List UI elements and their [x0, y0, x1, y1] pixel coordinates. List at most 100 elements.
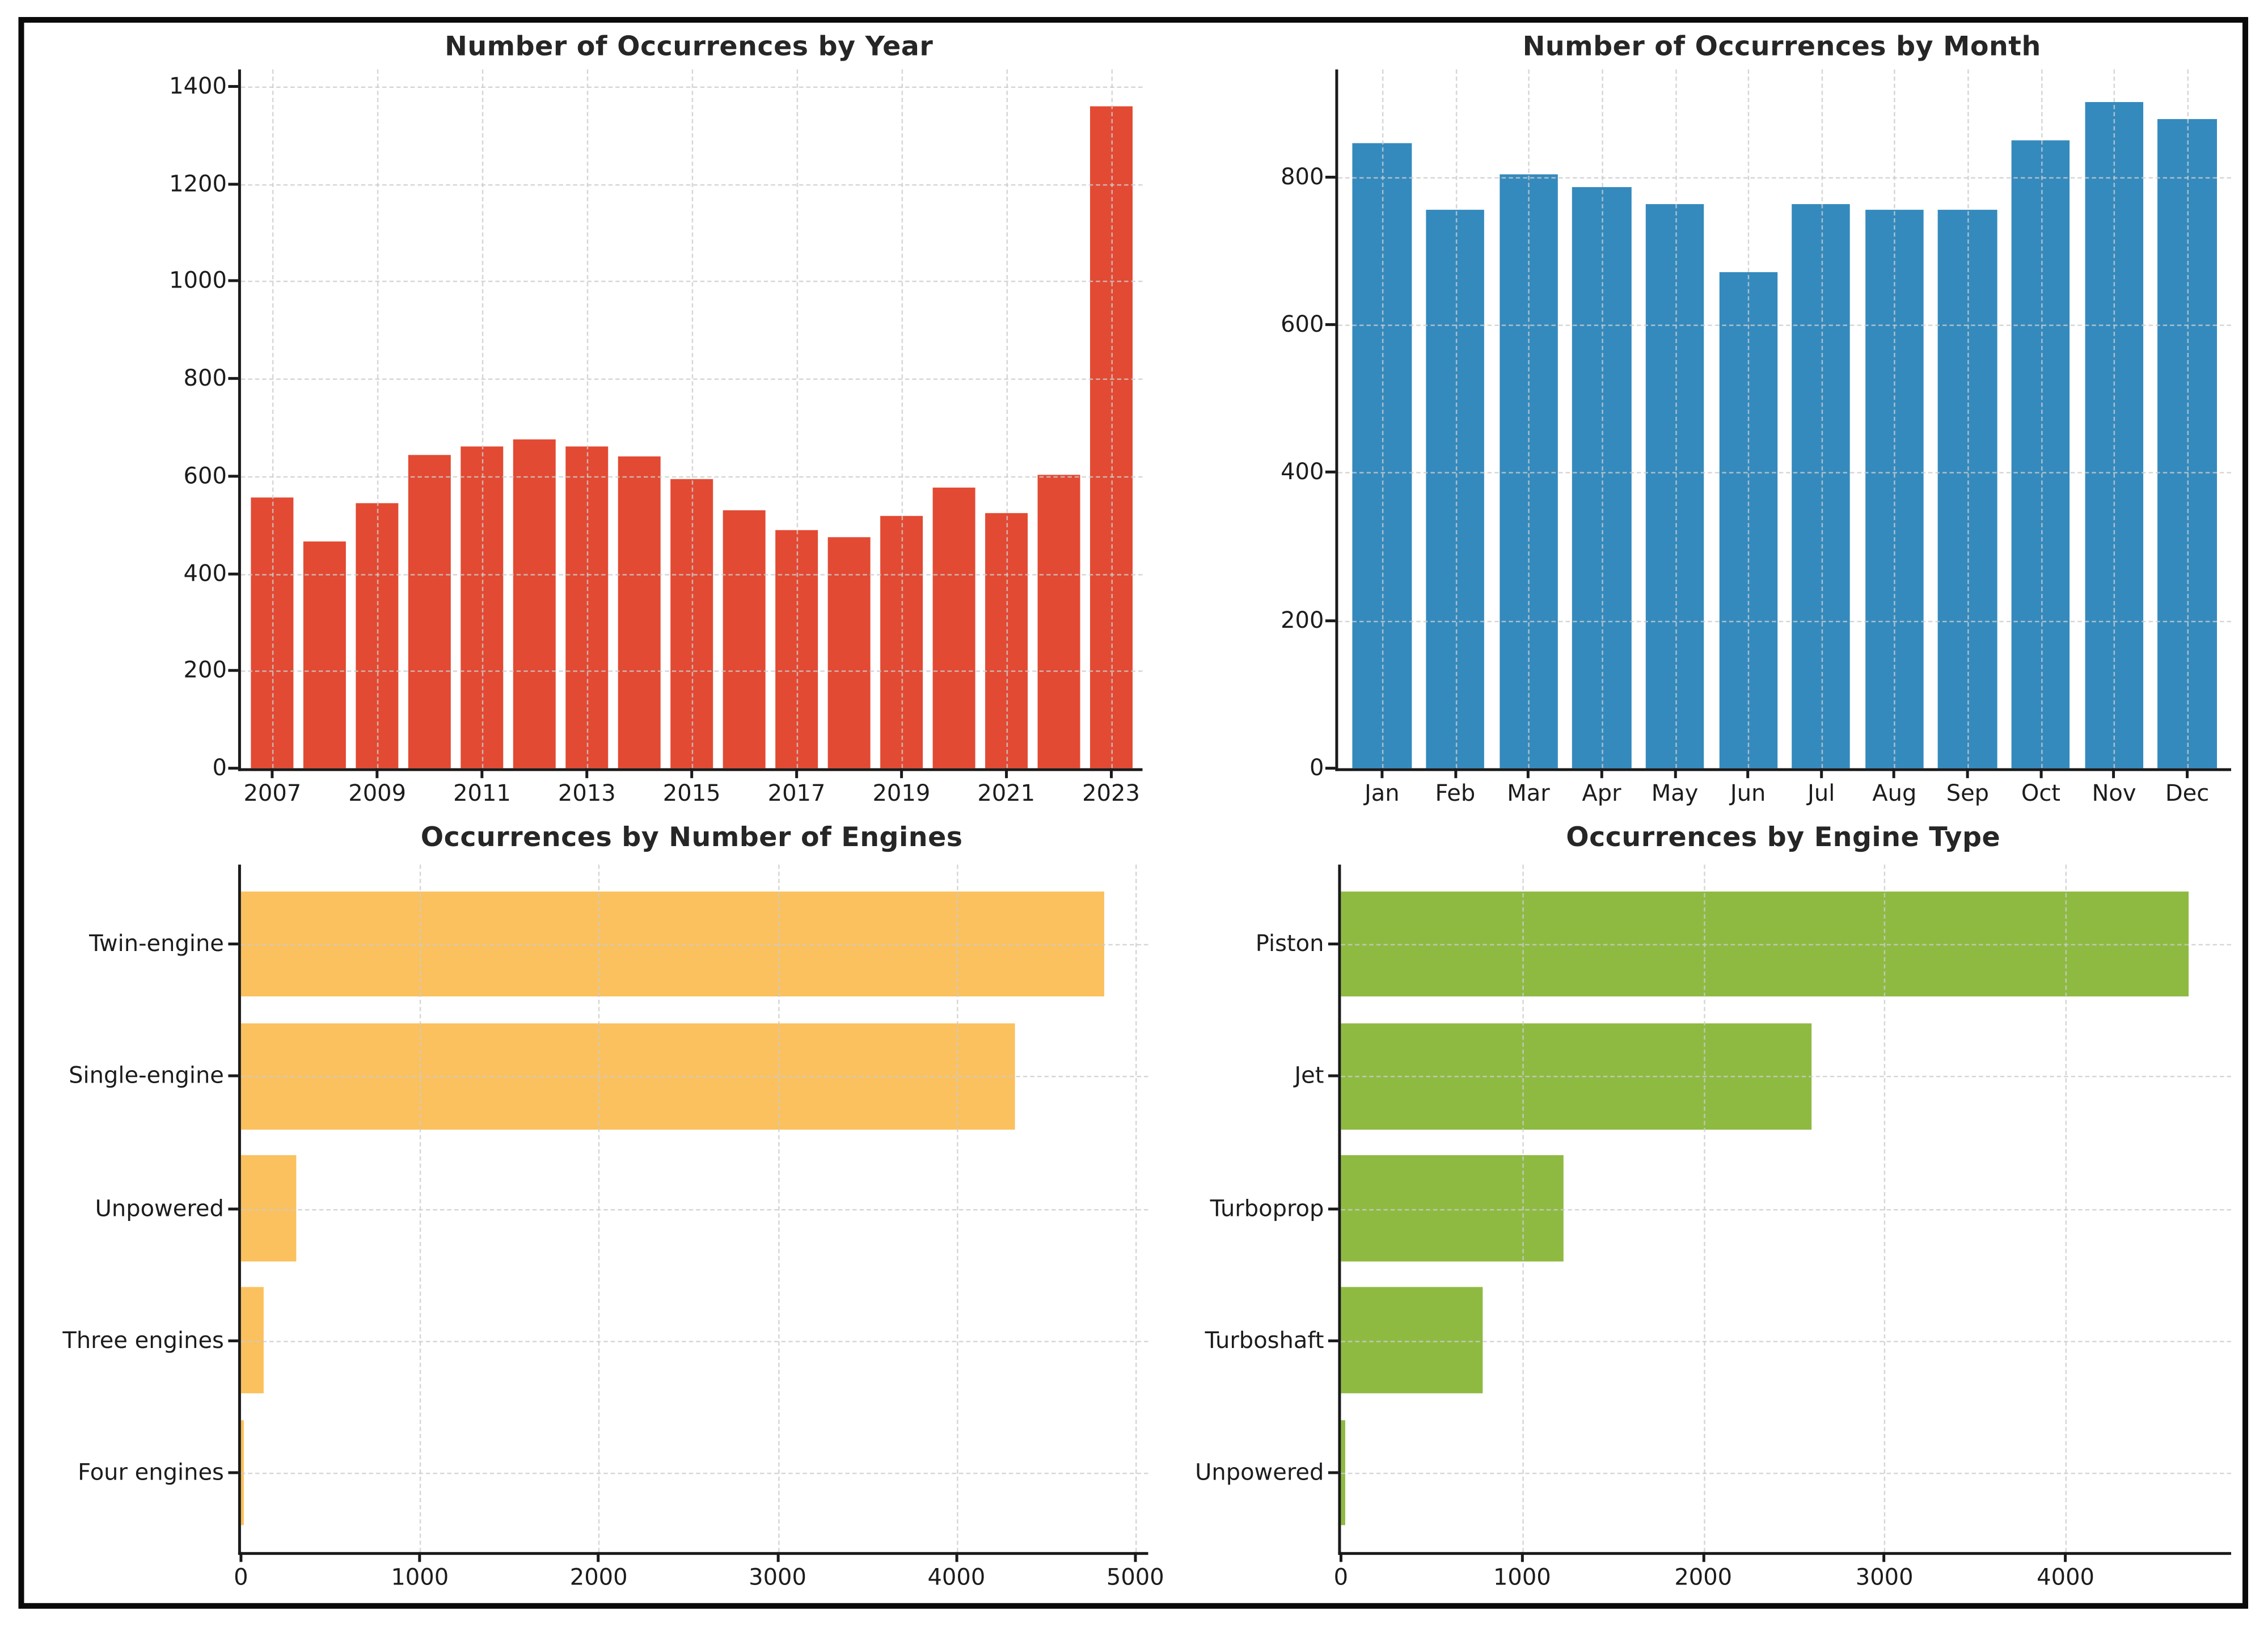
x-tick-mark: [2064, 1552, 2067, 1562]
gridline-y-Twin-engine: [240, 944, 1148, 945]
y-tick-mark: [228, 669, 238, 673]
x-tick-mark: [1527, 768, 1530, 779]
category-label-Single-engine: Single-engine: [69, 1062, 224, 1089]
x-tick-mark: [690, 768, 694, 779]
x-tick-mark: [1109, 768, 1113, 779]
gridline-y-1000: [240, 281, 1143, 283]
gridline-y-Single-engine: [240, 1076, 1148, 1078]
x-tick-mark: [1454, 768, 1457, 779]
y-tick-mark: [1325, 619, 1336, 622]
x-tick-label-2019: 2019: [872, 779, 931, 807]
x-tick-mark: [1701, 1552, 1705, 1562]
y-tick-label-1200: 1200: [169, 170, 227, 197]
x-tick-mark: [795, 768, 799, 779]
y-tick-mark: [228, 280, 238, 283]
y-tick-label-200: 200: [183, 656, 227, 684]
gridline-x-Oct: [2041, 69, 2042, 768]
x-tick-label-2021: 2021: [977, 779, 1036, 807]
category-label-Four engines: Four engines: [78, 1458, 224, 1486]
y-tick-mark: [1328, 1471, 1338, 1474]
bar-Jan: [1353, 142, 1412, 768]
x-tick-label-Dec: Dec: [2165, 779, 2210, 807]
y-tick-label-400: 400: [183, 559, 227, 586]
y-tick-mark: [228, 942, 238, 945]
y-tick-mark: [228, 182, 238, 185]
gridline-y-600: [1338, 324, 2232, 326]
x-tick-mark: [1746, 768, 1750, 779]
y-tick-label-800: 800: [1281, 162, 1324, 190]
x-tick-mark: [776, 1552, 779, 1562]
gridline-x-2023: [1111, 69, 1113, 768]
bar-2023: [1090, 105, 1132, 768]
bar-Twin-engine: [240, 891, 1105, 997]
category-label-Turboshaft: Turboshaft: [1205, 1326, 1324, 1354]
bar-May: [1645, 205, 1704, 768]
x-tick-mark: [239, 1552, 243, 1562]
chart-title-occurrences-by-engine-type: Occurrences by Engine Type: [1566, 822, 2001, 853]
category-label-Turboprop: Turboprop: [1210, 1194, 1324, 1222]
gridline-y-1200: [240, 184, 1143, 185]
x-tick-label-Oct: Oct: [2021, 779, 2061, 807]
x-tick-label-2009: 2009: [348, 779, 407, 807]
bar-2021: [985, 513, 1028, 768]
bar-2008: [303, 542, 346, 768]
x-tick-label-2017: 2017: [767, 779, 826, 807]
x-tick-mark: [1966, 768, 1969, 779]
bar-Three engines: [240, 1287, 264, 1394]
x-tick-label-2011: 2011: [453, 779, 511, 807]
y-tick-mark: [228, 474, 238, 477]
gridline-x-2015: [691, 69, 694, 768]
x-tick-mark: [1819, 768, 1823, 779]
x-tick-label-3000: 3000: [1855, 1563, 1914, 1591]
bar-2022: [1037, 474, 1080, 768]
gridline-x-Mar: [1528, 69, 1530, 768]
gridline-x-Sep: [1967, 69, 1969, 768]
gridline-x-Jan: [1382, 69, 1384, 768]
bar-Feb: [1426, 209, 1485, 768]
x-tick-label-May: May: [1651, 779, 1699, 807]
x-tick-mark: [954, 1552, 958, 1562]
y-tick-label-800: 800: [183, 364, 227, 392]
category-label-Unpowered: Unpowered: [95, 1194, 224, 1222]
x-tick-label-2000: 2000: [569, 1563, 628, 1591]
y-tick-label-600: 600: [183, 462, 227, 489]
y-tick-mark: [1325, 175, 1336, 179]
x-tick-label-2000: 2000: [1674, 1563, 1733, 1591]
y-tick-mark: [228, 1207, 238, 1210]
figure-border: [18, 16, 2249, 1609]
bar-2016: [723, 510, 766, 768]
bar-Dec: [2157, 119, 2217, 768]
y-tick-mark: [1328, 1339, 1338, 1342]
bar-2018: [827, 537, 870, 768]
plot-area-occurrences-by-year: 0 200 400 600 800 1000 1200 1400 2007 2009 2011 201…: [169, 69, 1143, 806]
x-tick-label-Nov: Nov: [2092, 779, 2136, 807]
x-tick-mark: [1883, 1552, 1886, 1562]
gridline-x-Jul: [1821, 69, 1823, 768]
chart-title-occurrences-by-number-of-engines: Occurrences by Number of Engines: [420, 822, 963, 853]
y-tick-label-200: 200: [1281, 606, 1324, 633]
gridline-x-Apr: [1602, 69, 1603, 768]
gridline-y-200: [240, 670, 1143, 673]
category-label-Piston: Piston: [1255, 929, 1324, 957]
gridline-y-400: [1338, 472, 2232, 474]
gridline-x-2017: [796, 69, 799, 768]
x-tick-label-4000: 4000: [2037, 1563, 2094, 1591]
gridline-x-Aug: [1894, 69, 1896, 768]
gridline-y-600: [240, 476, 1143, 477]
y-tick-mark: [1328, 1075, 1338, 1078]
x-tick-label-Feb: Feb: [1435, 779, 1476, 807]
bar-Unpowered: [1341, 1419, 1345, 1526]
bar-Jul: [1792, 204, 1851, 768]
y-tick-mark: [228, 377, 238, 381]
x-tick-label-Sep: Sep: [1946, 779, 1990, 807]
gridline-x-Nov: [2114, 69, 2116, 768]
gridline-y-200: [1338, 620, 2232, 622]
x-tick-label-Mar: Mar: [1507, 779, 1550, 807]
gridline-x-2013: [586, 69, 589, 768]
x-tick-mark: [375, 768, 379, 779]
bar-Nov: [2084, 103, 2144, 768]
bar-2017: [775, 530, 818, 768]
x-tick-mark: [1339, 1552, 1342, 1562]
x-tick-label-Jan: Jan: [1365, 779, 1400, 807]
category-label-Jet: Jet: [1294, 1062, 1324, 1089]
